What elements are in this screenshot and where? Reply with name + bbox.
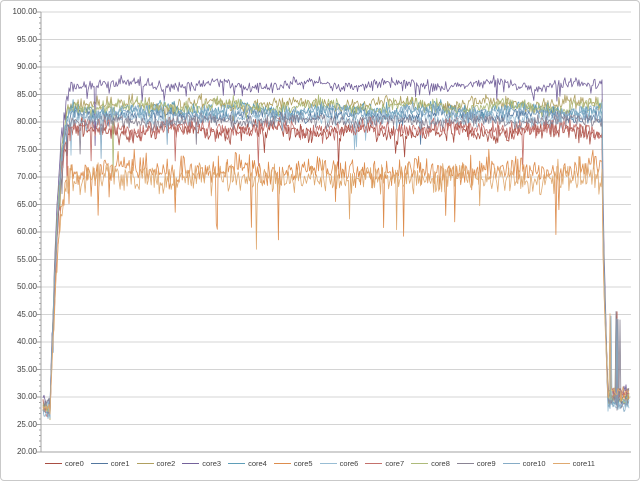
legend-item-core5: core5 bbox=[273, 459, 313, 468]
series-line-core2 bbox=[42, 93, 630, 421]
legend-label: core6 bbox=[339, 459, 359, 468]
y-axis-tick-label: 100.00 bbox=[12, 7, 37, 16]
legend-label: core5 bbox=[293, 459, 313, 468]
legend-label: core2 bbox=[156, 459, 176, 468]
y-axis-tick-label: 30.00 bbox=[16, 392, 37, 401]
y-axis-tick-label: 45.00 bbox=[16, 309, 37, 319]
legend-label: core8 bbox=[431, 459, 450, 468]
legend-label: core1 bbox=[110, 459, 130, 468]
legend-label: core7 bbox=[385, 459, 405, 468]
legend-swatch-icon bbox=[502, 463, 520, 464]
legend-swatch-icon bbox=[182, 463, 200, 464]
series-line-core11 bbox=[42, 155, 630, 415]
legend-swatch-icon bbox=[319, 463, 337, 464]
legend-label: core0 bbox=[65, 459, 84, 468]
y-axis-tick-label: 40.00 bbox=[16, 337, 37, 346]
legend-swatch-icon bbox=[411, 463, 429, 464]
series-line-core3 bbox=[42, 74, 630, 405]
y-axis-tick-label: 75.00 bbox=[16, 144, 37, 154]
legend-item-core2: core2 bbox=[136, 459, 176, 468]
y-axis-tick-label: 20.00 bbox=[16, 447, 37, 456]
y-axis-tick-label: 90.00 bbox=[16, 62, 37, 71]
legend-label: core11 bbox=[572, 459, 595, 468]
series-line-core0 bbox=[42, 115, 630, 411]
y-axis-tick-label: 95.00 bbox=[16, 34, 37, 44]
legend-item-core6: core6 bbox=[319, 459, 359, 468]
legend-item-core7: core7 bbox=[365, 459, 404, 468]
series-line-core10 bbox=[42, 100, 630, 419]
series-line-core6 bbox=[42, 107, 630, 413]
legend-swatch-icon bbox=[136, 463, 154, 464]
legend-label: core9 bbox=[476, 459, 496, 468]
legend-item-core1: core1 bbox=[90, 459, 130, 468]
legend-item-core8: core8 bbox=[411, 459, 450, 468]
y-axis-tick-label: 50.00 bbox=[16, 282, 37, 291]
legend-item-core4: core4 bbox=[228, 459, 267, 468]
y-axis-tick-label: 80.00 bbox=[16, 117, 37, 126]
y-axis-tick-label: 35.00 bbox=[16, 364, 37, 374]
legend-swatch-icon bbox=[552, 463, 570, 464]
y-axis-tick-label: 25.00 bbox=[16, 419, 37, 429]
legend-swatch-icon bbox=[90, 463, 108, 464]
legend-label: core4 bbox=[248, 459, 267, 468]
legend-label: core10 bbox=[522, 459, 546, 468]
series-line-core7 bbox=[42, 116, 630, 418]
legend-swatch-icon bbox=[45, 463, 62, 464]
legend-label: core3 bbox=[202, 459, 222, 468]
y-axis-tick-label: 55.00 bbox=[16, 254, 37, 264]
legend-item-core10: core10 bbox=[502, 459, 546, 468]
legend-swatch-icon bbox=[456, 463, 474, 464]
series-line-core8 bbox=[42, 94, 630, 414]
legend-item-core3: core3 bbox=[182, 459, 221, 468]
series-line-core9 bbox=[42, 110, 630, 411]
series-line-core1 bbox=[42, 102, 630, 415]
series-line-core5 bbox=[42, 148, 630, 417]
y-axis-tick-label: 65.00 bbox=[16, 199, 37, 209]
legend-item-core0: core0 bbox=[45, 459, 84, 468]
legend: core0 core1 core2 core3 core4 core5 core6 core7… bbox=[1, 459, 639, 468]
legend-item-core11: core11 bbox=[552, 459, 595, 468]
y-axis-tick-label: 70.00 bbox=[16, 172, 37, 181]
legend-item-core9: core9 bbox=[456, 459, 496, 468]
y-axis-tick-label: 60.00 bbox=[16, 227, 37, 236]
legend-swatch-icon bbox=[228, 463, 246, 464]
y-axis-tick-label: 85.00 bbox=[16, 89, 37, 99]
legend-swatch-icon bbox=[273, 463, 291, 464]
legend-swatch-icon bbox=[365, 463, 383, 464]
